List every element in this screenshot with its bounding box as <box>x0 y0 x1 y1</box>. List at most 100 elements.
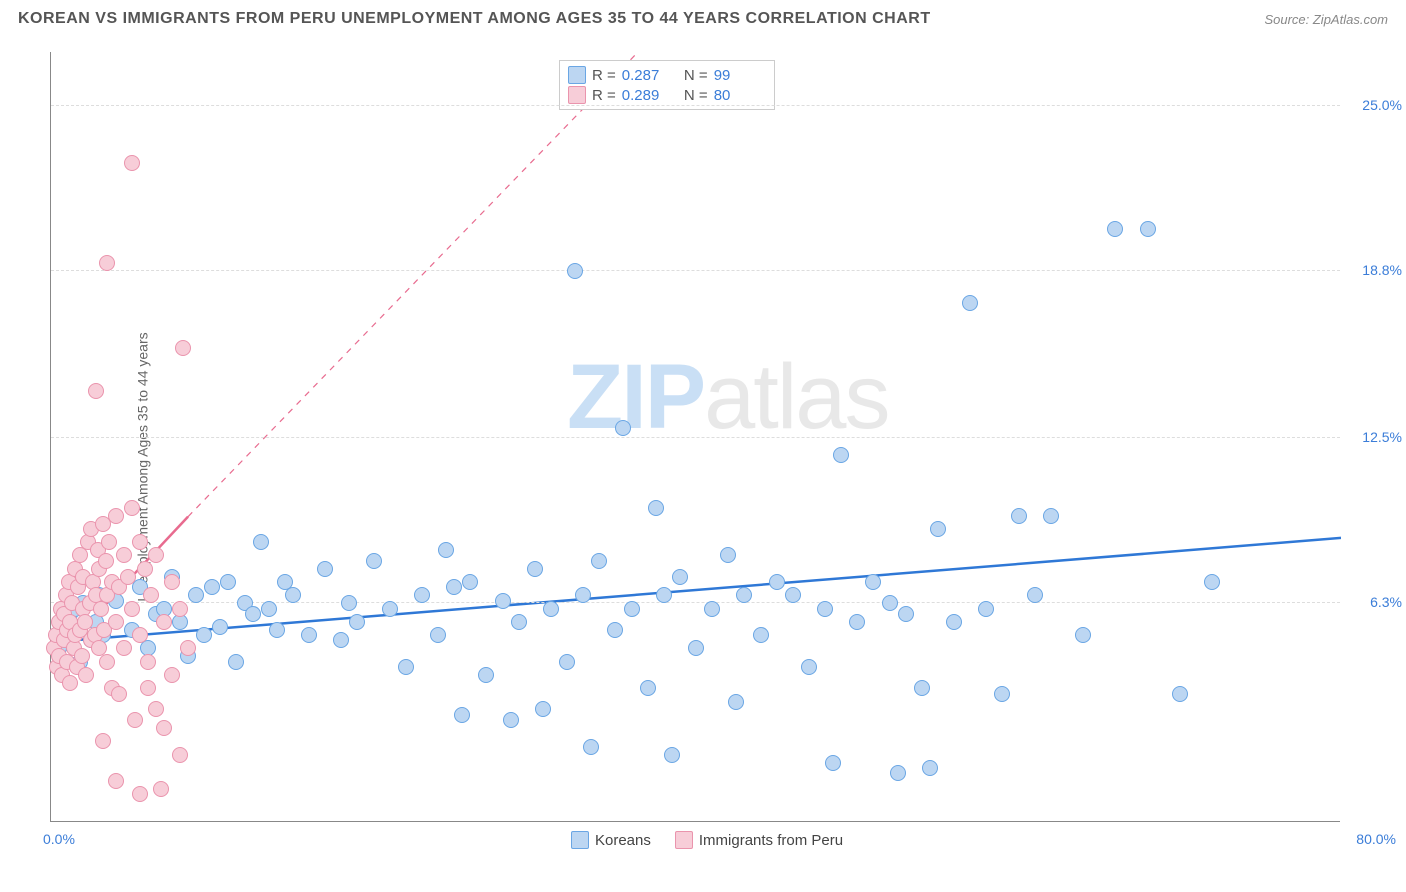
data-point-koreans <box>728 694 744 710</box>
data-point-koreans <box>462 574 478 590</box>
data-point-peru <box>175 340 191 356</box>
data-point-koreans <box>914 680 930 696</box>
data-point-koreans <box>833 447 849 463</box>
data-point-koreans <box>624 601 640 617</box>
data-point-koreans <box>591 553 607 569</box>
r-value: 0.287 <box>622 67 674 84</box>
data-point-peru <box>143 587 159 603</box>
legend-swatch <box>675 831 693 849</box>
data-point-peru <box>132 786 148 802</box>
data-point-koreans <box>817 601 833 617</box>
data-point-peru <box>127 712 143 728</box>
data-point-koreans <box>898 606 914 622</box>
data-point-koreans <box>664 747 680 763</box>
data-point-peru <box>148 547 164 563</box>
data-point-peru <box>164 574 180 590</box>
data-point-koreans <box>341 595 357 611</box>
y-tick-label: 25.0% <box>1362 97 1402 113</box>
r-label: R = <box>592 67 616 84</box>
data-point-koreans <box>785 587 801 603</box>
legend-label: Koreans <box>595 832 651 849</box>
data-point-koreans <box>543 601 559 617</box>
data-point-peru <box>99 654 115 670</box>
data-point-peru <box>140 680 156 696</box>
legend-swatch <box>571 831 589 849</box>
data-point-peru <box>108 773 124 789</box>
watermark: ZIPatlas <box>567 345 888 450</box>
data-point-koreans <box>946 614 962 630</box>
data-point-peru <box>101 534 117 550</box>
data-point-koreans <box>228 654 244 670</box>
data-point-koreans <box>1172 686 1188 702</box>
chart-title: KOREAN VS IMMIGRANTS FROM PERU UNEMPLOYM… <box>18 10 931 28</box>
data-point-peru <box>62 675 78 691</box>
data-point-koreans <box>1011 508 1027 524</box>
data-point-koreans <box>736 587 752 603</box>
data-point-koreans <box>245 606 261 622</box>
data-point-koreans <box>454 707 470 723</box>
data-point-koreans <box>430 627 446 643</box>
y-tick-label: 6.3% <box>1370 594 1402 610</box>
data-point-koreans <box>640 680 656 696</box>
legend-label: Immigrants from Peru <box>699 832 843 849</box>
data-point-koreans <box>301 627 317 643</box>
data-point-koreans <box>382 601 398 617</box>
data-point-koreans <box>704 601 720 617</box>
data-point-koreans <box>753 627 769 643</box>
x-tick-min: 0.0% <box>43 831 75 847</box>
legend-swatch <box>568 86 586 104</box>
y-tick-label: 12.5% <box>1362 429 1402 445</box>
legend-item-peru: Immigrants from Peru <box>675 831 843 849</box>
legend-stat-row-peru: R =0.289 N =80 <box>568 85 766 105</box>
data-point-koreans <box>366 553 382 569</box>
data-point-peru <box>132 627 148 643</box>
data-point-koreans <box>503 712 519 728</box>
data-point-koreans <box>212 619 228 635</box>
r-label: R = <box>592 87 616 104</box>
data-point-koreans <box>962 295 978 311</box>
plot-area: ZIPatlas R =0.287 N =99R =0.289 N =80 Ko… <box>50 52 1340 822</box>
data-point-koreans <box>865 574 881 590</box>
data-point-koreans <box>446 579 462 595</box>
data-point-koreans <box>1140 221 1156 237</box>
chart-container: Unemployment Among Ages 35 to 44 years Z… <box>0 42 1406 892</box>
data-point-koreans <box>607 622 623 638</box>
data-point-peru <box>148 701 164 717</box>
data-point-koreans <box>567 263 583 279</box>
data-point-koreans <box>1204 574 1220 590</box>
data-point-peru <box>172 747 188 763</box>
data-point-koreans <box>285 587 301 603</box>
data-point-peru <box>180 640 196 656</box>
data-point-koreans <box>495 593 511 609</box>
legend-series: Koreans Immigrants from Peru <box>571 831 843 849</box>
data-point-koreans <box>978 601 994 617</box>
data-point-koreans <box>398 659 414 675</box>
data-point-koreans <box>188 587 204 603</box>
legend-swatch <box>568 66 586 84</box>
data-point-koreans <box>438 542 454 558</box>
data-point-peru <box>99 255 115 271</box>
data-point-peru <box>124 155 140 171</box>
data-point-koreans <box>527 561 543 577</box>
watermark-zip: ZIP <box>567 346 704 448</box>
data-point-peru <box>108 508 124 524</box>
data-point-koreans <box>204 579 220 595</box>
data-point-koreans <box>196 627 212 643</box>
data-point-koreans <box>414 587 430 603</box>
data-point-peru <box>156 614 172 630</box>
data-point-peru <box>78 667 94 683</box>
legend-item-koreans: Koreans <box>571 831 651 849</box>
gridline <box>51 437 1340 438</box>
watermark-atlas: atlas <box>704 346 888 448</box>
data-point-peru <box>140 654 156 670</box>
data-point-koreans <box>253 534 269 550</box>
data-point-koreans <box>688 640 704 656</box>
data-point-koreans <box>535 701 551 717</box>
data-point-peru <box>164 667 180 683</box>
data-point-koreans <box>333 632 349 648</box>
data-point-koreans <box>1075 627 1091 643</box>
data-point-peru <box>111 686 127 702</box>
data-point-koreans <box>1107 221 1123 237</box>
y-tick-label: 18.8% <box>1362 262 1402 278</box>
data-point-peru <box>124 601 140 617</box>
